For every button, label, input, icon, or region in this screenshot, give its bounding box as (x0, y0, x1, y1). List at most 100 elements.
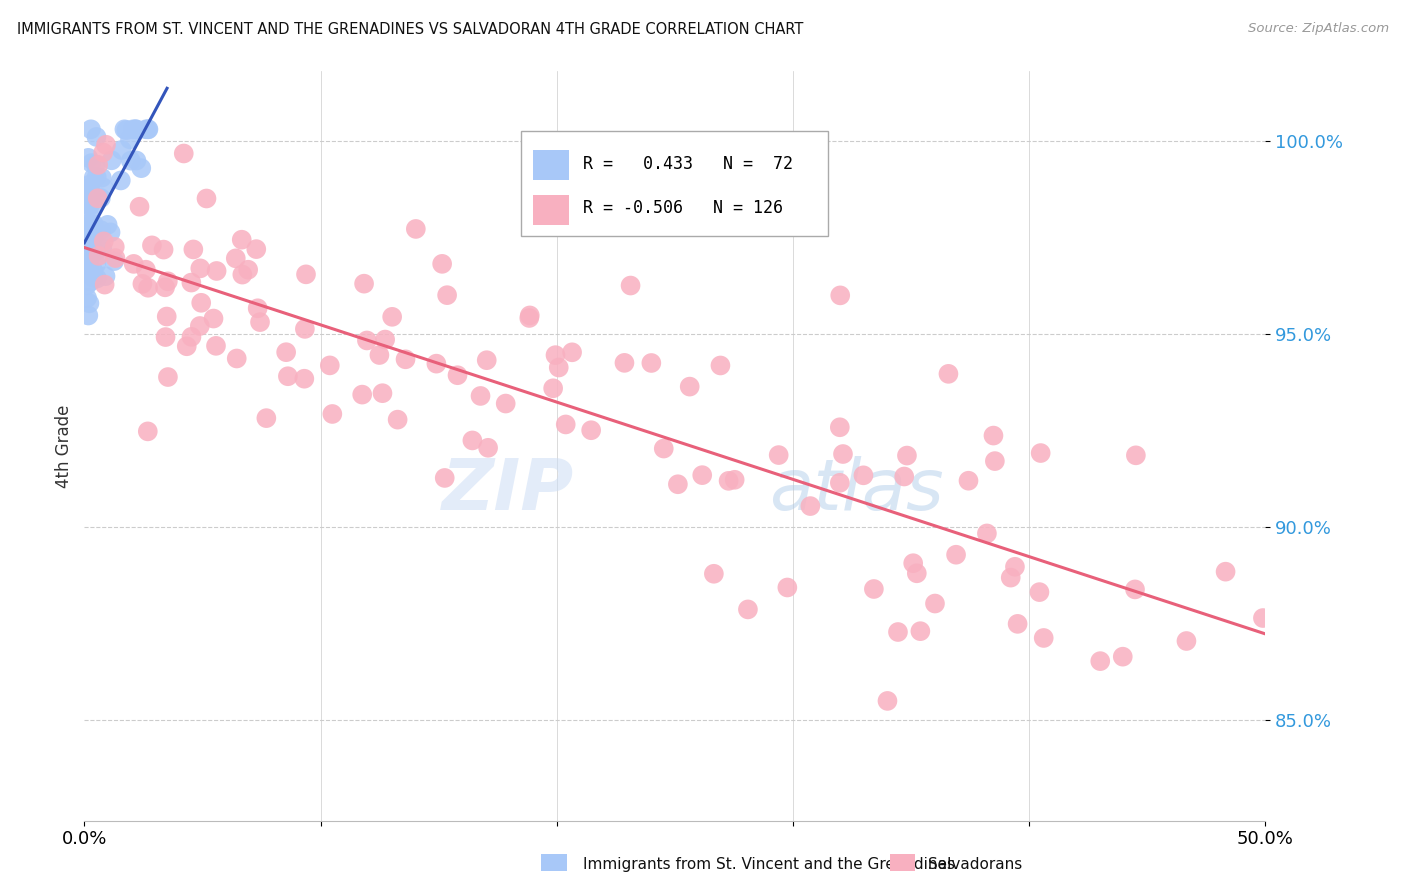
Point (82, 270, 104, 285)
Point (125, 122, 148, 136)
Point (79, 184, 101, 198)
Point (75, 193, 97, 207)
Point (1028, 585, 1050, 599)
Point (141, 238, 163, 252)
Point (321, 407, 343, 421)
Point (82, 263, 104, 277)
Point (90, 223, 112, 237)
Point (125, 122, 148, 136)
Point (80, 228, 103, 243)
Point (79, 210, 101, 224)
Point (1000, 571, 1022, 585)
Point (887, 625, 910, 640)
Point (1004, 559, 1026, 574)
Point (374, 333, 396, 347)
Point (205, 339, 228, 353)
Point (77, 181, 100, 195)
Point (131, 277, 153, 291)
Point (371, 386, 394, 401)
Point (79, 239, 101, 253)
Point (896, 449, 918, 463)
Point (356, 334, 378, 348)
Point (352, 387, 374, 401)
Text: Immigrants from St. Vincent and the Grenadines: Immigrants from St. Vincent and the Gren… (583, 857, 956, 872)
Point (156, 310, 179, 324)
Point (876, 694, 898, 708)
Point (246, 301, 269, 316)
Point (79, 266, 101, 280)
Text: R = -0.506   N = 126: R = -0.506 N = 126 (582, 200, 783, 218)
Point (893, 469, 915, 483)
Point (231, 233, 253, 247)
Point (852, 468, 875, 483)
Point (180, 330, 202, 344)
Point (76, 197, 98, 211)
Point (84, 245, 107, 260)
Point (156, 370, 179, 384)
Point (91, 145, 114, 160)
Point (129, 161, 152, 176)
Point (295, 268, 318, 282)
Point (1125, 448, 1147, 462)
Point (231, 268, 253, 282)
Point (94, 137, 117, 152)
Point (430, 257, 453, 271)
Point (76, 227, 98, 242)
Point (828, 475, 851, 490)
Point (924, 597, 946, 611)
Point (387, 412, 409, 426)
Point (901, 556, 924, 570)
Point (495, 396, 517, 410)
Y-axis label: 4th Grade: 4th Grade (55, 404, 73, 488)
Point (381, 310, 404, 324)
Point (188, 318, 211, 333)
Point (519, 309, 541, 323)
Point (1251, 611, 1274, 625)
Point (690, 468, 713, 483)
Point (120, 153, 142, 168)
Point (905, 566, 928, 581)
Point (292, 372, 315, 386)
Point (77, 268, 100, 282)
Point (135, 262, 157, 277)
Point (249, 315, 271, 329)
Point (1175, 634, 1198, 648)
Point (679, 379, 702, 393)
Point (128, 200, 150, 214)
Point (75, 236, 97, 251)
Point (80, 189, 103, 203)
Point (910, 624, 932, 639)
Point (254, 411, 277, 425)
Point (86, 130, 108, 145)
Point (666, 477, 689, 491)
Point (983, 428, 1005, 442)
Text: Source: ZipAtlas.com: Source: ZipAtlas.com (1249, 22, 1389, 36)
Point (84, 157, 107, 171)
Point (77, 220, 100, 235)
Point (768, 448, 790, 462)
Point (77, 151, 100, 165)
FancyBboxPatch shape (533, 195, 568, 225)
Point (195, 192, 218, 206)
Point (86, 169, 108, 184)
Point (799, 499, 821, 513)
Point (394, 352, 416, 367)
Point (737, 602, 759, 616)
Point (111, 143, 134, 157)
Point (80, 233, 103, 247)
Point (79, 178, 101, 192)
Point (93, 235, 115, 249)
Point (945, 548, 967, 562)
Point (76, 278, 98, 293)
Point (176, 339, 198, 353)
Point (80, 156, 103, 170)
Point (83, 170, 105, 185)
Point (446, 368, 468, 383)
Point (957, 474, 980, 488)
Point (76, 220, 98, 235)
Point (277, 369, 299, 384)
Point (544, 348, 567, 362)
Point (77, 257, 100, 271)
Point (188, 261, 211, 276)
Point (77, 220, 100, 235)
